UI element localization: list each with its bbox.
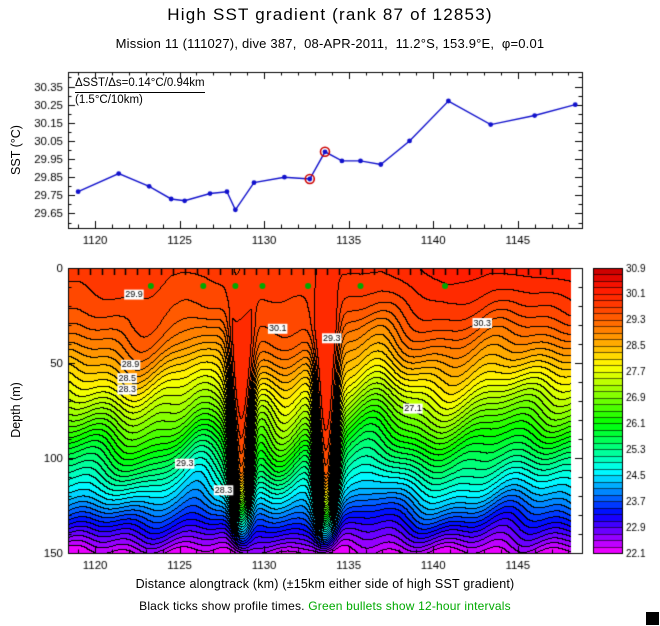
figure-subtitle: Mission 11 (111027), dive 387, 08-APR-20… [115,36,545,51]
x-axis-label: Distance alongtrack (km) (±15km either s… [135,577,515,591]
figure-title: High SST gradient (rank 87 of 12853) [167,5,493,24]
sst-y-axis-label: SST (°C) [9,125,23,175]
depth-y-axis-label: Depth (m) [9,382,23,438]
annotation-gradient-value: ΔSST/Δs=0.14°C/0.94km [75,76,205,93]
footer-black-ticks-note: Black ticks show profile times. [139,599,309,613]
footer-caption: Black ticks show profile times. Green bu… [0,599,650,613]
footer-green-bullets-note: Green bullets show 12-hour intervals [308,599,511,613]
footer-black-square [646,612,659,625]
annotation-gradient-per10km: (1.5°C/10km) [75,94,143,106]
gradient-annotation: ΔSST/Δs=0.14°C/0.94km (1.5°C/10km) [75,76,205,108]
